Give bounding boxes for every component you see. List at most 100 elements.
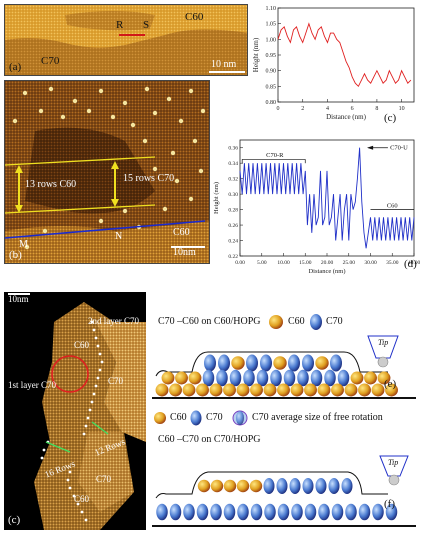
y-tick-label: 1.00 <box>266 37 277 43</box>
f-top-layer-ball <box>328 478 340 494</box>
panel-c-bottom-label: (c) <box>8 514 21 526</box>
panel-f-tip-label: Tip <box>388 458 399 467</box>
panel-e-drawing <box>152 314 416 399</box>
x-tick-label: 40.00 <box>408 260 420 266</box>
c70-layer-ball <box>175 371 188 385</box>
y-tick-label: 0.22 <box>228 254 238 260</box>
f-top-layer-ball <box>197 479 211 493</box>
c70-substrate-ball <box>196 503 209 521</box>
y-tick-label: 0.26 <box>228 223 238 229</box>
top-layer-ball <box>260 354 272 372</box>
c70-substrate-ball <box>183 503 195 521</box>
c70-layer-ball <box>337 369 350 387</box>
y-tick-label: 1.05 <box>266 22 277 28</box>
legend-e-c70-icon <box>310 314 322 330</box>
y-tick-label: 0.30 <box>228 192 238 198</box>
point-r-label: R <box>116 19 124 31</box>
c70-layer-ball <box>216 369 228 387</box>
f-top-layer-ball <box>302 478 314 494</box>
top-layer-ball <box>273 356 287 370</box>
c60-substrate-ball <box>371 383 385 397</box>
c70-layer-ball <box>364 371 377 385</box>
f-top-layer-ball <box>249 479 263 493</box>
y-tick-label: 1.10 <box>266 6 277 12</box>
x-tick-label: 2 <box>301 106 304 112</box>
c70-substrate-ball <box>237 503 249 521</box>
legend-f-c70-label: C70 <box>206 412 223 423</box>
panel-e-schematic: C70 –C60 on C60/HOPG C60 C70 Tip (e) <box>148 296 420 404</box>
legend-e-c60-icon <box>269 315 283 329</box>
c60-substrate-ball <box>317 383 331 397</box>
point-n-label: N <box>115 231 123 242</box>
x-tick-label: 0.00 <box>235 260 245 266</box>
panel-b-c60-label: C60 <box>173 227 190 238</box>
panel-f-title: C60 –C70 on C70/HOPG <box>158 434 261 445</box>
panel-f-drawing <box>152 410 416 527</box>
c60-substrate-ball <box>250 383 263 397</box>
x-tick-label: 0 <box>277 106 280 112</box>
top-layer-ball <box>302 354 314 372</box>
panel-a-scale-label: 10 nm <box>211 59 237 70</box>
panel-a-c70-label: C70 <box>41 55 60 67</box>
panel-f-label: (f) <box>384 498 395 510</box>
y-tick-label: 0.32 <box>228 177 238 183</box>
c60-substrate-ball <box>182 383 196 397</box>
y-tick-label: 0.34 <box>228 161 238 167</box>
legend-f-rotation-label: C70 average size of free rotation <box>252 412 383 423</box>
c60-bottom-label: C60 <box>74 494 90 504</box>
legend-e-c60-label: C60 <box>288 316 305 327</box>
c60-substrate-ball <box>223 383 236 397</box>
y-tick-label: 0.36 <box>228 146 238 152</box>
y-axis-label: Height (nm) <box>252 37 260 72</box>
panel-a-stm-image: (a) C70 C60 R S 10 nm <box>4 4 248 76</box>
panel-c-bottom-scale-bar <box>8 293 30 295</box>
y-tick-label: 0.24 <box>228 239 238 245</box>
c60-annotation: C60 <box>387 202 398 209</box>
height-profile-chart: 0 2 4 6 8 10 0.80 0.85 0.90 0.95 1.00 1.05 1.10 Dista… <box>252 6 415 121</box>
panel-d-label: (d) <box>404 258 417 270</box>
c70-layer-ball <box>256 369 269 387</box>
c70r-annotation: C70-R <box>266 152 284 159</box>
top-layer-ball <box>231 356 245 370</box>
x-tick-label: 25.00 <box>343 260 356 266</box>
x-tick-label: 6 <box>351 106 354 112</box>
legend-f-c60-icon <box>154 412 166 424</box>
y-tick-label: 0.95 <box>266 53 277 59</box>
series-line <box>239 147 415 249</box>
c70-mid-label: C70 <box>108 376 124 386</box>
c70-layer-ball <box>188 371 202 385</box>
panel-e-label: (e) <box>384 378 397 390</box>
x-tick-label: 10.00 <box>277 260 290 266</box>
panel-a-c60-label: C60 <box>185 11 204 23</box>
f-top-layer-ball <box>263 478 275 494</box>
f-top-layer-ball <box>210 479 224 493</box>
c70u-arrowhead <box>367 145 374 150</box>
c60-substrate-ball <box>236 383 250 397</box>
y-tick-label: 0.28 <box>228 208 238 214</box>
point-s-label: S <box>143 19 150 31</box>
c70-layer-ball <box>350 371 364 385</box>
c70-substrate-ball <box>304 503 317 521</box>
x-tick-label: 20.00 <box>321 260 334 266</box>
f-top-layer-ball <box>341 478 353 494</box>
c60-substrate-ball <box>277 383 290 397</box>
x-tick-label: 4 <box>326 106 329 112</box>
y-tick-label: 0.90 <box>266 69 277 75</box>
x-tick-label: 15.00 <box>299 260 312 266</box>
panel-b-stm-image: 13 rows C60 15 rows C70 M N C60 (b) 10nm <box>4 80 210 264</box>
f-top-layer-ball <box>236 479 250 493</box>
c70-layer-ball <box>161 371 175 385</box>
panel-f-schematic: C60 C70 C70 average size of free rotatio… <box>148 406 420 532</box>
x-tick-label: 35.00 <box>386 260 399 266</box>
y-axis-label: Height (nm) <box>213 182 220 214</box>
c70-substrate-ball <box>223 503 236 521</box>
top-layer-ball <box>315 356 329 370</box>
f-top-layer-ball <box>289 478 301 494</box>
legend-f-c70-icon <box>190 410 202 426</box>
c70-substrate-ball <box>318 503 330 521</box>
c60-top-label: C60 <box>74 340 90 350</box>
line-profile-chart: 0.00 5.00 10.00 15.00 20.00 25.00 30.00 35.00 40… <box>213 139 420 275</box>
c70-substrate-ball <box>331 503 344 521</box>
x-tick-label: 30.00 <box>364 260 377 266</box>
f-top-layer-ball <box>315 478 327 494</box>
